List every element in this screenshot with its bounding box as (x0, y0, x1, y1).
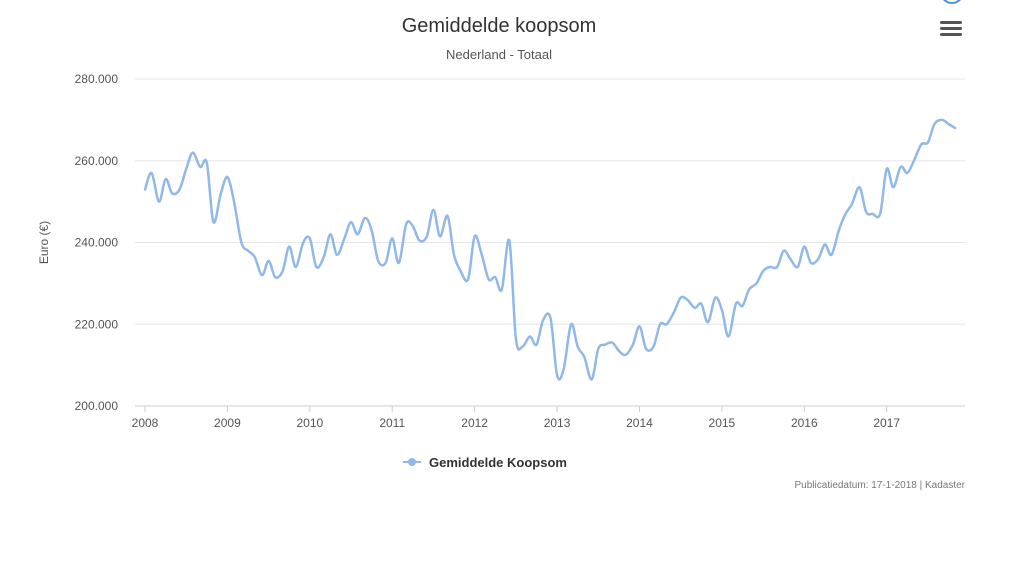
x-tick-label: 2009 (214, 416, 241, 430)
chart-subtitle: Nederland - Totaal (446, 47, 552, 62)
series-group (143, 118, 957, 381)
chart-title: Gemiddelde koopsom (402, 15, 597, 37)
x-tick-label: 2011 (379, 416, 405, 430)
x-tick-label: 2008 (132, 416, 159, 430)
y-tick-label: 220.000 (75, 317, 119, 331)
y-tick-label: 240.000 (75, 236, 119, 250)
credits[interactable]: Publicatiedatum: 17-1-2018 | Kadaster (795, 480, 966, 491)
x-tick-label: 2014 (626, 416, 653, 430)
x-tick-label: 2012 (461, 416, 488, 430)
x-tick-label: 2010 (296, 416, 323, 430)
legend-dot-marker (408, 458, 416, 466)
x-tick-label: 2017 (873, 416, 900, 430)
series-line[interactable] (143, 118, 957, 381)
x-axis: 2008 2009 2010 2011 2012 2013 2014 2015 2016 2017 (132, 405, 965, 430)
legend-label[interactable]: Gemiddelde Koopsom (429, 455, 567, 470)
hamburger-menu-icon[interactable] (938, 18, 964, 42)
x-tick-label: 2015 (709, 416, 736, 430)
y-axis-label: Euro (€) (37, 221, 51, 264)
y-axis: 200.000 220.000 240.000 260.000 280.000 (75, 72, 119, 413)
legend[interactable]: Gemiddelde Koopsom (403, 455, 567, 470)
y-tick-label: 200.000 (75, 399, 119, 413)
y-tick-label: 260.000 (75, 154, 119, 168)
x-tick-label: 2016 (791, 416, 818, 430)
y-tick-label: 280.000 (75, 72, 119, 86)
x-tick-label: 2013 (544, 416, 571, 430)
grid-lines (135, 78, 965, 407)
